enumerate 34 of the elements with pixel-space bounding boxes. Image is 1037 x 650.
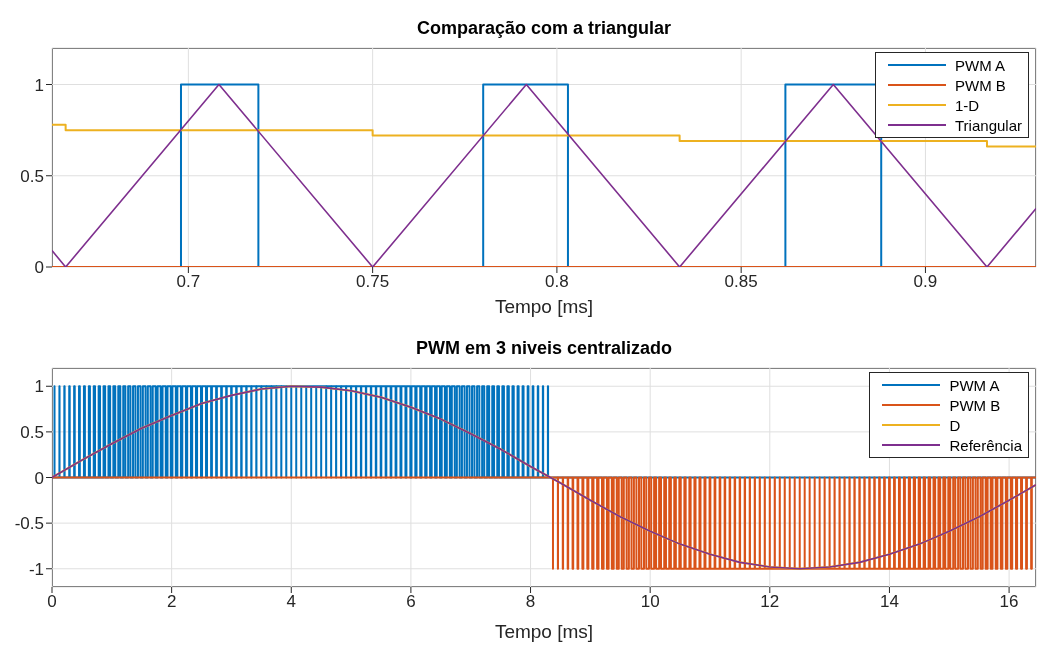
legend-label: PWM A	[955, 56, 1006, 74]
chart-title: Comparação com a triangular	[415, 18, 673, 39]
x-axis-title: Tempo [ms]	[494, 621, 594, 642]
x-tick-label: 0.85	[724, 272, 758, 292]
x-tick-label: 8	[525, 592, 536, 612]
x-tick-label: 14	[879, 592, 899, 612]
legend-label: PWM A	[949, 376, 1000, 394]
y-tick-label: 0	[34, 468, 44, 488]
legend-label: Referência	[949, 436, 1022, 454]
x-axis-title: Tempo [ms]	[494, 296, 594, 317]
legend-label: 1-D	[955, 96, 980, 114]
y-tick-label: 0.5	[20, 166, 44, 186]
x-tick-label: 4	[286, 592, 296, 612]
x-tick-label: 0.7	[176, 272, 201, 292]
legend-label: PWM B	[955, 76, 1006, 94]
y-tick-label: 1	[34, 75, 44, 95]
y-tick-label: 0	[34, 258, 44, 278]
chart-title: PWM em 3 niveis centralizado	[414, 338, 674, 359]
y-tick-label: -1	[28, 559, 44, 579]
legend-label: Triangular	[955, 116, 1022, 134]
x-tick-label: 12	[760, 592, 780, 612]
legend-label: PWM B	[949, 396, 1001, 414]
y-tick-label: -0.5	[14, 514, 44, 534]
x-tick-label: 16	[999, 592, 1019, 612]
x-tick-label: 0.8	[545, 272, 569, 292]
x-tick-label: 6	[406, 592, 416, 612]
legend-label: D	[949, 416, 961, 434]
x-tick-label: 0	[47, 592, 57, 612]
x-tick-label: 0.75	[356, 272, 390, 292]
x-tick-label: 10	[640, 592, 660, 612]
y-tick-label: 1	[34, 377, 44, 397]
x-tick-label: 0.9	[913, 272, 938, 292]
y-tick-label: 0.5	[20, 422, 44, 442]
x-tick-label: 2	[166, 592, 177, 612]
